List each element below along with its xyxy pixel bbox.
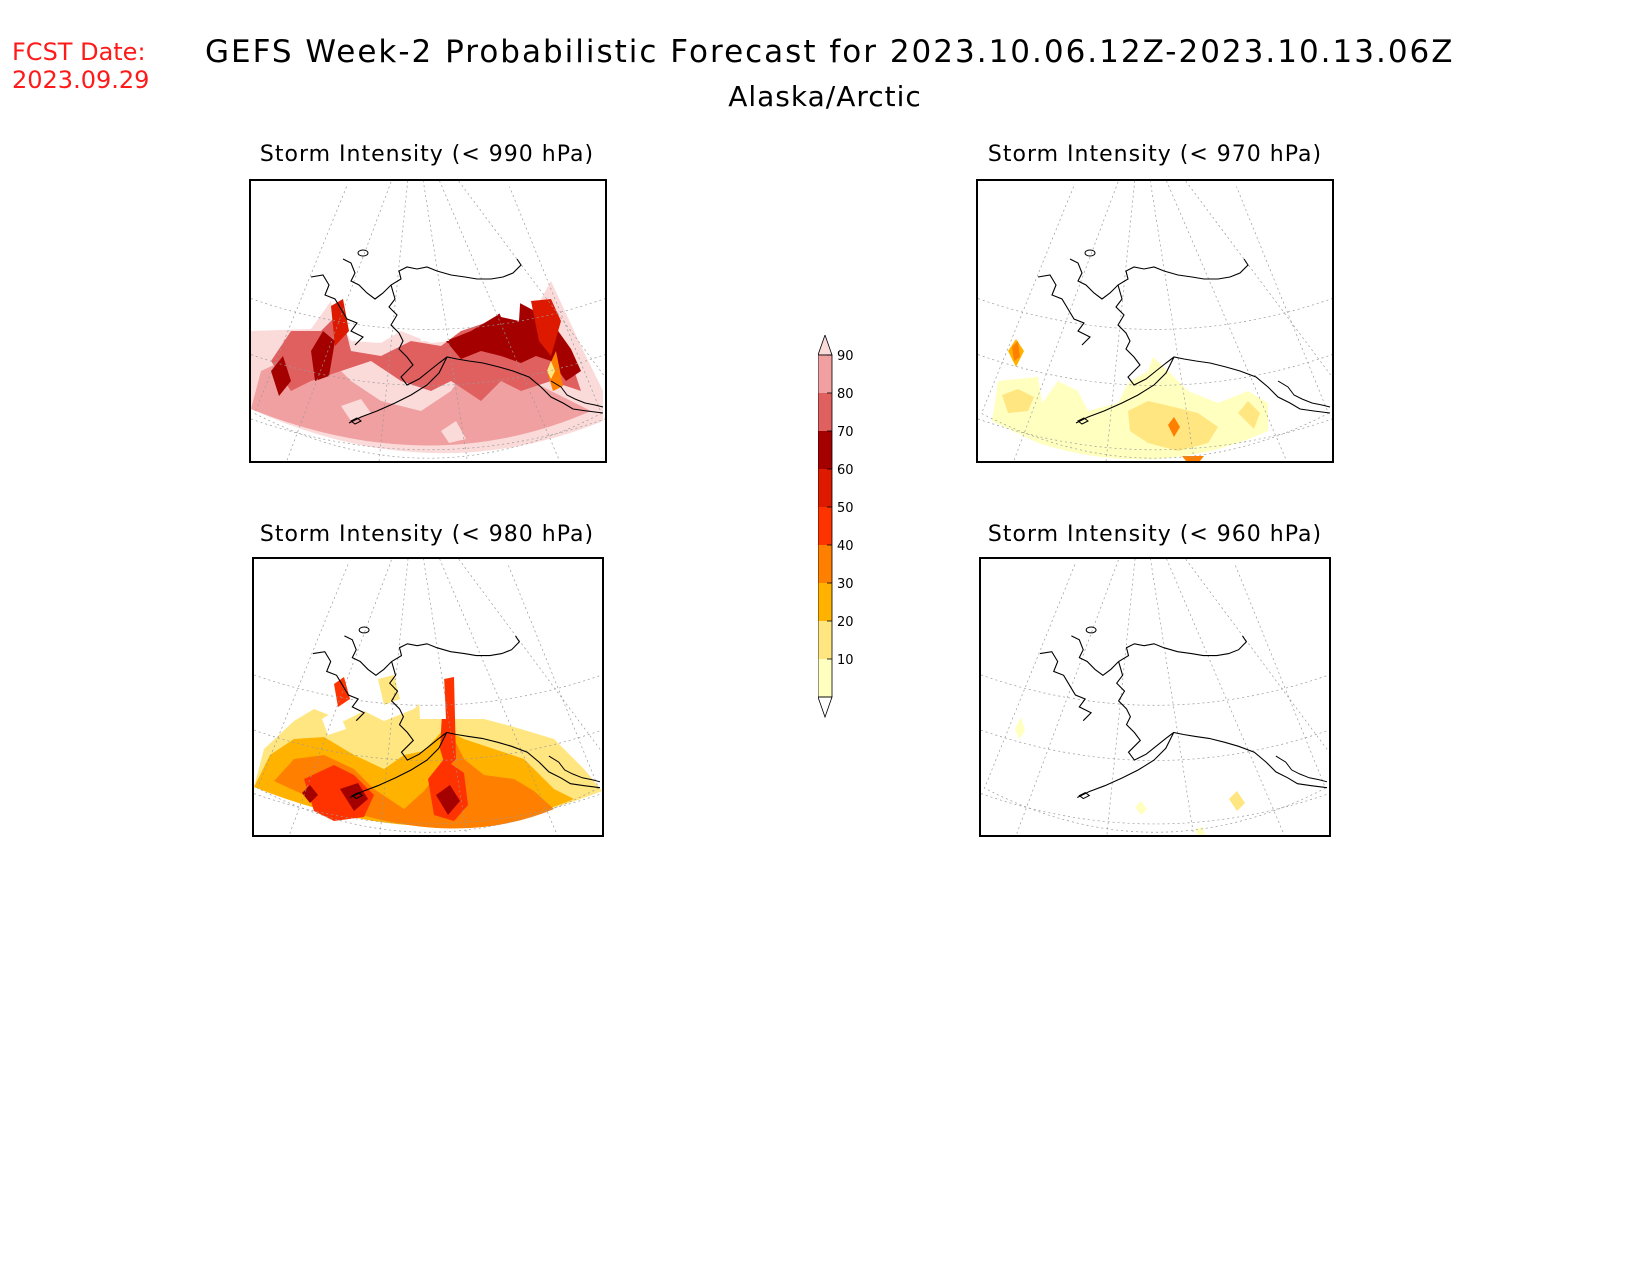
colorbar-tick-label: 90 [837, 349, 854, 364]
colorbar-swatch [818, 355, 832, 393]
prob-60b [311, 331, 335, 381]
alaska-west-south-coast [388, 661, 601, 789]
prob-10 [1015, 717, 1025, 739]
prob-50 [531, 299, 561, 356]
panhandle-coast [548, 755, 601, 783]
colorbar-swatch [818, 393, 832, 431]
colorbar-tick-label: 50 [837, 501, 854, 516]
colorbar-tick-label: 20 [837, 615, 854, 630]
colorbar-outline [818, 354, 833, 698]
prob-50d [334, 677, 350, 707]
map-panel-970 [976, 179, 1334, 463]
no-data [491, 289, 521, 321]
colorbar-bottom-arrow [818, 696, 833, 719]
no-data [322, 709, 346, 735]
prob-20c [1238, 401, 1260, 429]
map-domain-edge [254, 186, 602, 459]
forecast-date-label: FCST Date: [12, 38, 146, 66]
prob-10b [1135, 801, 1147, 815]
prob-20b [378, 675, 400, 705]
page-subtitle: Alaska/Arctic [728, 80, 922, 113]
alaska-north-coast [1071, 635, 1248, 676]
probability-map-960 [981, 559, 1329, 835]
colorbar-top-arrow [818, 335, 833, 356]
graticule [981, 559, 1329, 835]
map-domain-edge [984, 564, 1326, 833]
panel-title-970: Storm Intensity (< 970 hPa) [987, 142, 1323, 167]
prob-70c [302, 785, 318, 803]
forecast-date-block: FCST Date: 2023.09.29 [12, 38, 149, 94]
chukotka-coast [1039, 651, 1093, 722]
alaska-peninsula [348, 356, 448, 424]
no-data [411, 299, 451, 341]
panhandle-coast [1275, 755, 1328, 783]
colorbar-tick-label: 30 [837, 577, 854, 592]
prob-20 [1229, 791, 1245, 811]
panel-title-990: Storm Intensity (< 990 hPa) [259, 142, 595, 167]
chukotka-coast [312, 651, 366, 722]
island [1078, 791, 1091, 800]
alaska-west-south-coast [1115, 284, 1331, 414]
colorbar-swatch [818, 507, 832, 545]
colorbar-swatch [818, 621, 832, 659]
prob-20 [547, 361, 555, 379]
wrangel-island [358, 626, 370, 634]
colorbar-tick-label: 80 [837, 387, 854, 402]
alaska-west-south-coast [1115, 661, 1328, 789]
probability-map-990 [251, 181, 605, 461]
colorbar-swatch [818, 431, 832, 469]
alaska-peninsula [1077, 732, 1175, 798]
colorbar-tick-label: 10 [837, 653, 854, 668]
prob-90c [441, 421, 466, 443]
graticule [251, 181, 605, 461]
wrangel-island [1085, 626, 1097, 634]
alaska-north-coast [1069, 258, 1249, 300]
panel-title-980: Storm Intensity (< 980 hPa) [259, 522, 595, 547]
map-panel-960 [979, 557, 1331, 837]
prob-60c [271, 356, 291, 396]
probability-colorbar: 90 80 70 60 50 40 30 20 10 [818, 335, 854, 719]
colorbar-tick-label: 60 [837, 463, 854, 478]
map-panel-990 [249, 179, 607, 463]
prob-50b [331, 299, 349, 346]
island [1077, 417, 1089, 425]
map-domain-edge [981, 186, 1329, 459]
alaska-west-south-coast [388, 284, 604, 414]
probability-map-970 [978, 181, 1332, 461]
chukotka-coast [1037, 274, 1091, 346]
prob-40c [1012, 341, 1020, 361]
prob-40 [1168, 417, 1180, 437]
alaska-north-coast [344, 635, 521, 676]
colorbar-tick-label: 40 [837, 539, 854, 554]
graticule [254, 559, 602, 835]
panel-title-960: Storm Intensity (< 960 hPa) [987, 522, 1323, 547]
colorbar-swatch [818, 545, 832, 583]
forecast-date-value: 2023.09.29 [12, 66, 150, 94]
prob-70b [436, 785, 460, 815]
colorbar-tick-label: 70 [837, 425, 854, 440]
panhandle-coast [1277, 380, 1331, 408]
wrangel-island [1084, 249, 1096, 257]
colorbar-swatch [818, 583, 832, 621]
prob-40b [1182, 456, 1204, 461]
map-panel-980 [252, 557, 604, 837]
no-data [418, 675, 446, 719]
no-data [353, 321, 381, 341]
alaska-peninsula [1075, 356, 1175, 424]
panhandle-coast [550, 380, 604, 408]
graticule [978, 181, 1332, 461]
colorbar-swatch [818, 469, 832, 507]
probability-map-980 [254, 559, 602, 835]
wrangel-island [357, 249, 369, 257]
chukotka-coast [310, 274, 364, 346]
island [351, 791, 364, 800]
prob-10c [1195, 827, 1205, 835]
page-title: GEFS Week-2 Probabilistic Forecast for 2… [205, 34, 1455, 70]
colorbar-swatch [818, 659, 832, 697]
island [350, 417, 362, 425]
alaska-peninsula [350, 732, 448, 798]
prob-20 [1002, 389, 1034, 413]
alaska-north-coast [342, 258, 522, 300]
